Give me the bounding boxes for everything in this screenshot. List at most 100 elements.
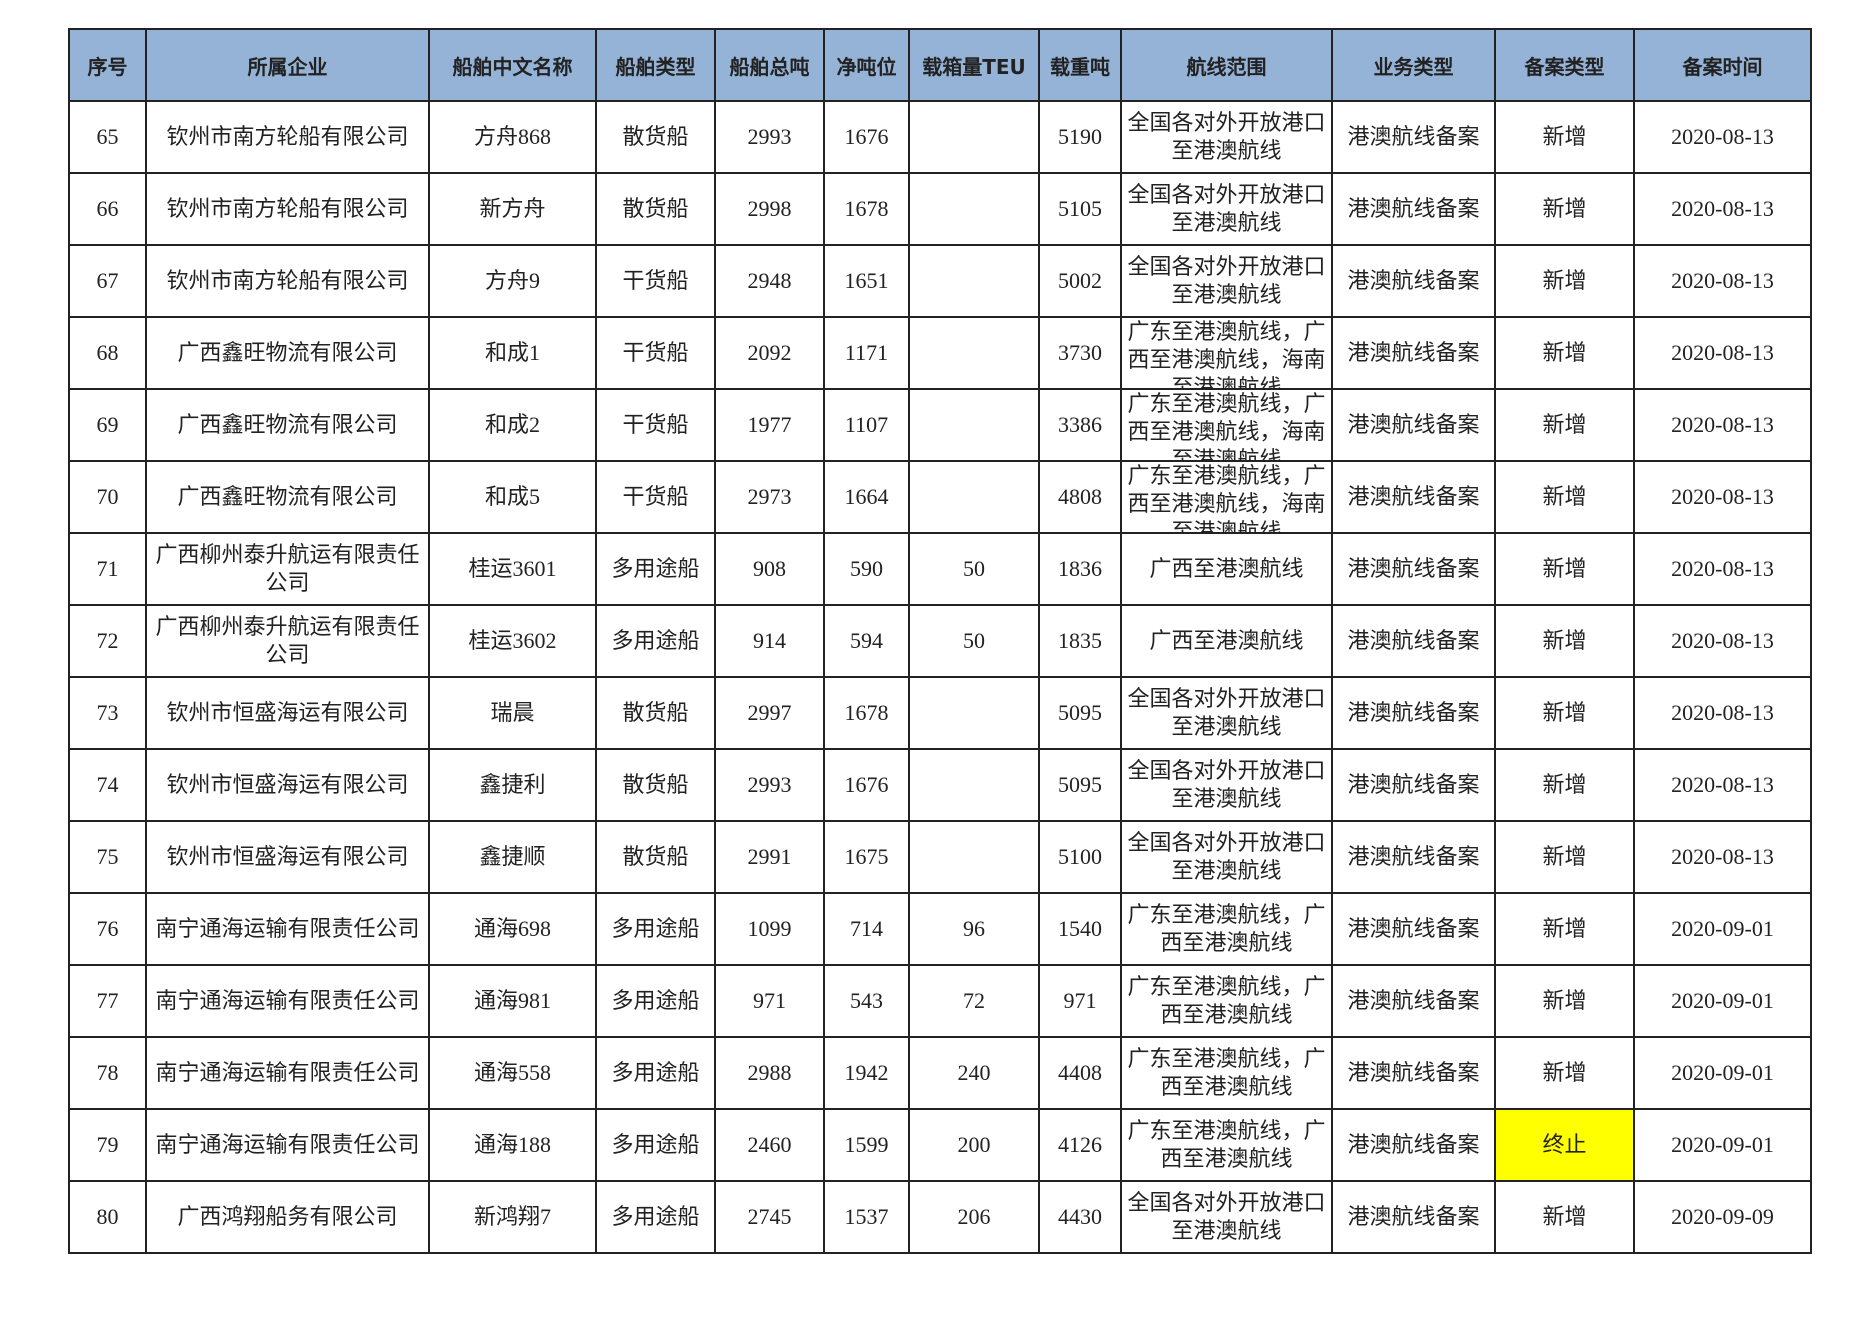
cell-text: 干货船 — [622, 484, 689, 509]
cell-text: 1599 — [844, 1132, 889, 1157]
table-cell: 港澳航线备案 — [1331, 892, 1496, 966]
cell-text: 2460 — [747, 1132, 792, 1157]
cell-text: 206 — [957, 1204, 991, 1229]
cell-text: 2997 — [747, 700, 792, 725]
cell-text: 1676 — [844, 124, 889, 149]
cell-text: 全国各对外开放港口至港澳航线 — [1127, 182, 1326, 235]
table-cell — [908, 100, 1040, 174]
table-cell: 4126 — [1038, 1108, 1122, 1182]
table-cell: 2020-09-09 — [1633, 1180, 1812, 1254]
cell-text: 新增 — [1542, 484, 1587, 509]
cell-text: 2092 — [747, 340, 792, 365]
table-cell: 1675 — [823, 820, 910, 894]
cell-text: 港澳航线备案 — [1347, 124, 1480, 149]
cell-text: 1836 — [1058, 556, 1102, 581]
table-row: 66 钦州市南方轮船有限公司 新方舟 散货船 2998 1678 5105 全国各对外开放港口… — [68, 172, 1812, 246]
cell-text: 5105 — [1058, 196, 1102, 221]
table-cell: 2020-09-01 — [1633, 1036, 1812, 1110]
header-cell: 船舶总吨 — [714, 28, 825, 102]
table-cell: 港澳航线备案 — [1331, 1036, 1496, 1110]
cell-text: 港澳航线备案 — [1347, 556, 1480, 581]
table-cell: 67 — [68, 244, 147, 318]
table-cell: 干货船 — [595, 244, 716, 318]
cell-text: 多用途船 — [611, 988, 700, 1013]
cell-text: 和成1 — [484, 340, 540, 365]
cell-text: 干货船 — [622, 268, 689, 293]
cell-text: 全国各对外开放港口至港澳航线 — [1127, 1190, 1326, 1243]
cell-text: 新方舟 — [479, 196, 546, 221]
table-cell: 914 — [714, 604, 825, 678]
table-row: 79 南宁通海运输有限责任公司 通海188 多用途船 2460 1599 200 4126 广东… — [68, 1108, 1812, 1182]
table-cell: 2020-08-13 — [1633, 676, 1812, 750]
cell-text: 69 — [96, 412, 119, 437]
table-cell: 港澳航线备案 — [1331, 748, 1496, 822]
table-cell: 908 — [714, 532, 825, 606]
table-cell: 和成2 — [428, 388, 597, 462]
cell-text: 广东至港澳航线，广西至港澳航线，海南至港澳航线 — [1127, 463, 1326, 532]
table-cell: 73 — [68, 676, 147, 750]
cell-text: 4408 — [1058, 1060, 1102, 1085]
cell-text: 66 — [96, 196, 119, 221]
cell-text: 2020-08-13 — [1671, 700, 1774, 725]
cell-text: 2020-09-01 — [1671, 988, 1774, 1013]
cell-text: 通海981 — [473, 988, 551, 1013]
cell-text: 新增 — [1542, 916, 1587, 941]
table-cell: 76 — [68, 892, 147, 966]
table-row: 71 广西柳州泰升航运有限责任公司 桂运3601 多用途船 908 590 50 1836 广西… — [68, 532, 1812, 606]
cell-text: 广东至港澳航线，广西至港澳航线 — [1127, 902, 1326, 955]
table-row: 73 钦州市恒盛海运有限公司 瑞晨 散货船 2997 1678 5095 全国各对外开放港口至… — [68, 676, 1812, 750]
cell-text: 2020-08-13 — [1671, 628, 1774, 653]
cell-text: 590 — [850, 556, 883, 581]
cell-text: 南宁通海运输有限责任公司 — [155, 916, 420, 941]
cell-text: 2991 — [747, 844, 792, 869]
cell-text: 港澳航线备案 — [1347, 340, 1480, 365]
cell-text: 77 — [96, 988, 119, 1013]
table-cell: 散货船 — [595, 820, 716, 894]
cell-text: 2948 — [747, 268, 792, 293]
cell-text: 多用途船 — [611, 916, 700, 941]
cell-text: 5100 — [1058, 844, 1102, 869]
cell-text: 新增 — [1542, 412, 1587, 437]
table-cell: 70 — [68, 460, 147, 534]
cell-text: 全国各对外开放港口至港澳航线 — [1127, 686, 1326, 739]
cell-text: 广东至港澳航线，广西至港澳航线，海南至港澳航线 — [1127, 391, 1326, 460]
table-cell: 钦州市南方轮船有限公司 — [145, 172, 430, 246]
cell-text: 和成5 — [484, 484, 540, 509]
table-cell: 2997 — [714, 676, 825, 750]
header-cell: 序号 — [68, 28, 147, 102]
table-cell: 广西至港澳航线 — [1120, 532, 1333, 606]
table-cell: 港澳航线备案 — [1331, 172, 1496, 246]
table-cell: 新增 — [1494, 748, 1635, 822]
table-cell: 多用途船 — [595, 964, 716, 1038]
cell-text: 2020-09-01 — [1671, 1132, 1774, 1157]
table-cell: 68 — [68, 316, 147, 390]
cell-text: 港澳航线备案 — [1347, 844, 1480, 869]
table-cell: 971 — [1038, 964, 1122, 1038]
table-cell — [908, 172, 1040, 246]
table-cell: 1676 — [823, 748, 910, 822]
table-cell: 5095 — [1038, 748, 1122, 822]
table-cell: 散货船 — [595, 100, 716, 174]
cell-text: 1099 — [747, 916, 792, 941]
cell-text: 和成2 — [484, 412, 540, 437]
table-cell: 全国各对外开放港口至港澳航线 — [1120, 676, 1333, 750]
cell-text: 新增 — [1542, 556, 1587, 581]
table-cell: 79 — [68, 1108, 147, 1182]
cell-text: 多用途船 — [611, 1132, 700, 1157]
table-cell: 2020-08-13 — [1633, 244, 1812, 318]
table-cell: 1835 — [1038, 604, 1122, 678]
cell-text: 200 — [957, 1132, 991, 1157]
table-cell: 港澳航线备案 — [1331, 244, 1496, 318]
table-cell: 1678 — [823, 172, 910, 246]
cell-text: 4430 — [1058, 1204, 1102, 1229]
table-cell: 80 — [68, 1180, 147, 1254]
cell-text: 新增 — [1542, 772, 1587, 797]
header-cell: 船舶类型 — [595, 28, 716, 102]
cell-text: 全国各对外开放港口至港澳航线 — [1127, 830, 1326, 883]
table-cell: 港澳航线备案 — [1331, 676, 1496, 750]
cell-text: 港澳航线备案 — [1347, 700, 1480, 725]
table-cell: 散货船 — [595, 676, 716, 750]
cell-text: 96 — [963, 916, 985, 941]
cell-text: 2020-08-13 — [1671, 556, 1774, 581]
table-row: 70 广西鑫旺物流有限公司 和成5 干货船 2973 1664 4808 广东至港澳航线，广西… — [68, 460, 1812, 534]
